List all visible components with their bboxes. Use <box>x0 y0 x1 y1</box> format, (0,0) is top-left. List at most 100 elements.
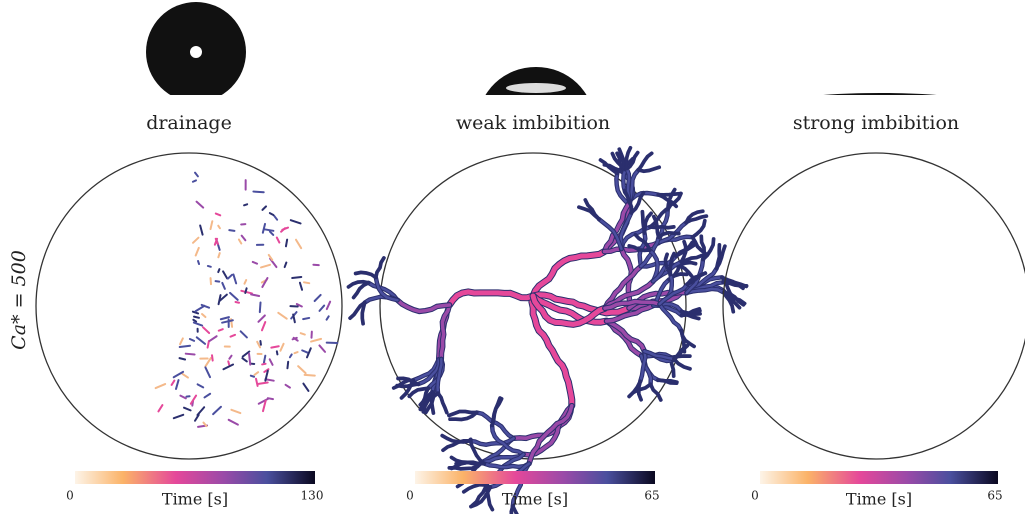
panel: weak imbibition065Time [s] <box>349 112 747 514</box>
trapped-cluster <box>180 338 183 344</box>
trapped-cluster <box>286 240 287 247</box>
trapped-cluster <box>303 384 308 391</box>
trapped-cluster <box>200 226 202 235</box>
invasion-pattern <box>349 148 747 514</box>
trapped-cluster <box>280 344 283 351</box>
trapped-cluster <box>196 306 205 311</box>
trapped-cluster <box>221 317 229 319</box>
figure: Ca* = 500 drainage0130Time [s]weak imbib… <box>0 0 1025 514</box>
trapped-cluster <box>245 288 246 293</box>
finger <box>438 393 447 412</box>
trapped-cluster <box>193 238 198 243</box>
trapped-cluster <box>193 320 196 322</box>
trapped-cluster <box>305 375 315 376</box>
trapped-cluster <box>229 356 231 359</box>
trapped-cluster <box>186 354 195 355</box>
trapped-cluster <box>219 329 223 330</box>
colorbar-label: Time [s] <box>502 490 568 509</box>
finger-outline <box>443 441 469 450</box>
finger <box>398 300 450 311</box>
trapped-cluster <box>311 339 321 342</box>
trapped-cluster <box>222 283 225 289</box>
trapped-cluster <box>263 224 265 233</box>
trapped-cluster <box>285 263 287 268</box>
trapped-cluster <box>235 302 239 303</box>
trapped-cluster <box>270 359 273 365</box>
trapped-cluster <box>253 262 257 264</box>
trapped-cluster <box>198 384 204 387</box>
trapped-cluster <box>287 362 288 369</box>
trapped-cluster <box>194 317 199 318</box>
trapped-cluster <box>239 240 241 244</box>
trapped-cluster <box>320 306 325 311</box>
row-label: Ca* = 500 <box>8 250 30 350</box>
panel: drainage0130Time [s] <box>36 112 342 509</box>
panel-title: strong imbibition <box>793 112 959 134</box>
trapped-cluster <box>262 206 266 209</box>
trapped-cluster <box>270 213 274 215</box>
trapped-cluster <box>229 230 234 231</box>
trapped-cluster <box>301 333 305 334</box>
droplet <box>804 93 956 105</box>
trapped-cluster <box>270 232 273 235</box>
trapped-cluster <box>180 358 186 359</box>
finger <box>650 227 674 228</box>
colorbar-max: 65 <box>644 489 659 503</box>
trapped-cluster <box>172 381 175 385</box>
trapped-cluster <box>176 380 179 389</box>
trapped-cluster <box>293 338 297 339</box>
trapped-cluster <box>229 420 238 425</box>
trapped-cluster <box>315 295 321 301</box>
domain-boundary <box>723 153 1025 459</box>
trapped-cluster <box>292 277 301 278</box>
trapped-cluster <box>228 361 229 364</box>
trapped-cluster <box>260 341 261 345</box>
trapped-cluster <box>244 204 247 205</box>
trapped-cluster <box>197 202 204 208</box>
trapped-cluster <box>205 394 211 398</box>
trapped-cluster <box>269 255 272 260</box>
trapped-cluster <box>264 229 273 230</box>
trapped-cluster <box>223 271 227 278</box>
trapped-cluster <box>218 226 220 229</box>
trapped-cluster <box>216 214 220 216</box>
trapped-cluster <box>303 318 309 319</box>
trapped-cluster <box>223 365 233 370</box>
trapped-cluster <box>241 331 247 337</box>
trapped-cluster <box>231 410 240 413</box>
trapped-cluster <box>182 374 187 378</box>
trapped-cluster <box>208 341 209 348</box>
trapped-cluster <box>298 366 305 373</box>
droplet-highlight <box>190 46 202 58</box>
trapped-cluster <box>271 346 278 347</box>
colorbar <box>75 471 315 484</box>
colorbar-min: 0 <box>751 489 759 503</box>
trapped-cluster <box>327 302 330 309</box>
trapped-cluster <box>233 274 236 283</box>
trapped-cluster <box>184 408 191 411</box>
trapped-cluster <box>230 293 238 300</box>
colorbar-label: Time [s] <box>162 490 228 509</box>
trapped-cluster <box>210 336 217 341</box>
trapped-cluster <box>156 384 166 388</box>
trapped-cluster <box>251 294 259 296</box>
trapped-cluster <box>228 275 232 279</box>
trapped-cluster <box>286 385 290 388</box>
trapped-cluster <box>249 354 250 365</box>
trapped-cluster <box>195 173 198 177</box>
trapped-cluster <box>259 383 268 384</box>
trapped-cluster <box>302 350 307 352</box>
trapped-cluster <box>216 281 220 282</box>
trapped-cluster <box>242 236 246 241</box>
panel-title: drainage <box>146 112 232 134</box>
colorbar-label: Time [s] <box>846 490 912 509</box>
trapped-cluster <box>304 282 309 283</box>
trapped-cluster <box>294 352 297 353</box>
trapped-cluster <box>208 266 211 267</box>
trapped-cluster <box>262 364 265 365</box>
trapped-cluster <box>218 269 219 272</box>
trapped-cluster <box>193 180 196 181</box>
droplet-images <box>146 2 956 177</box>
